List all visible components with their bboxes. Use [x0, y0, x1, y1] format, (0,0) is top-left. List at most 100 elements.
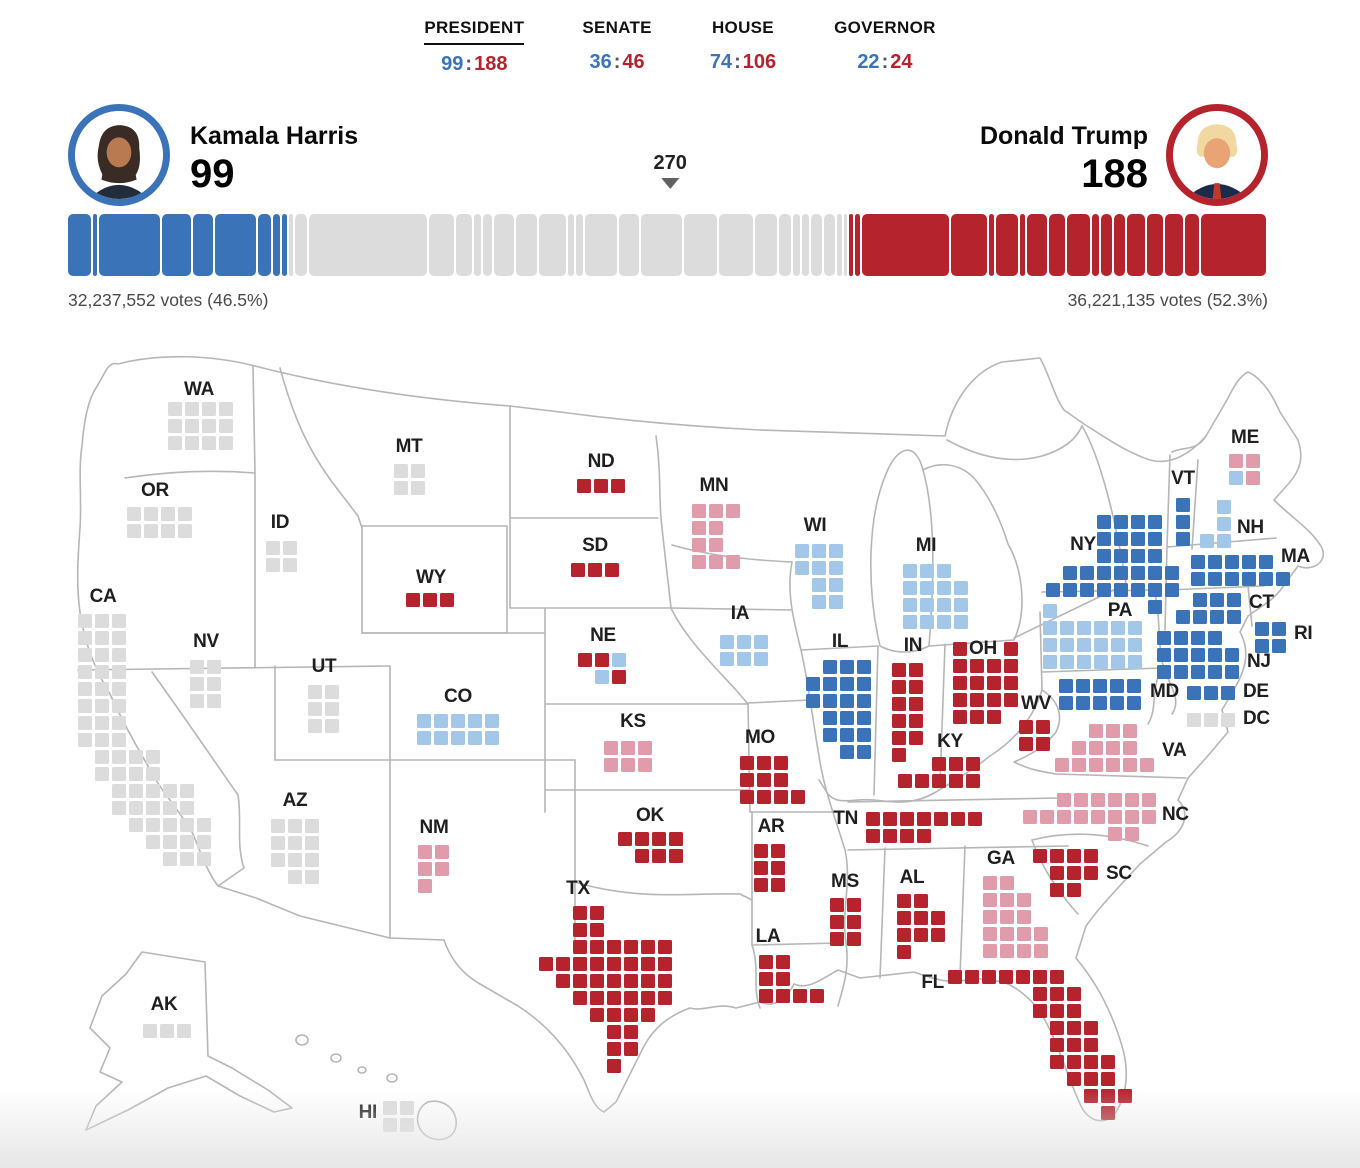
bar-segment-dem[interactable] [282, 214, 287, 276]
bar-segment-undecided[interactable] [844, 214, 847, 276]
ev-square-nc [1125, 793, 1139, 807]
ev-square-az [305, 836, 319, 850]
ev-square-fl [1050, 1038, 1064, 1052]
candidate-ev-harris: 99 [190, 152, 235, 196]
ev-square-tx [590, 957, 604, 971]
bar-segment-dem[interactable] [99, 214, 160, 276]
bar-segment-rep[interactable] [1165, 214, 1184, 276]
bar-segment-rep[interactable] [989, 214, 994, 276]
bar-segment-undecided[interactable] [456, 214, 472, 276]
ev-square-wi [812, 544, 826, 558]
ev-square-sc [1067, 883, 1081, 897]
bar-segment-rep[interactable] [1113, 214, 1126, 276]
bar-segment-undecided[interactable] [837, 214, 843, 276]
bar-segment-rep[interactable] [951, 214, 988, 276]
bar-segment-undecided[interactable] [641, 214, 682, 276]
ev-square-md [1059, 696, 1073, 710]
bar-segment-rep[interactable] [1147, 214, 1164, 276]
ev-square-nj [1174, 665, 1188, 679]
bar-segment-dem[interactable] [273, 214, 281, 276]
bar-segment-dem[interactable] [257, 214, 272, 276]
bar-segment-rep[interactable] [1091, 214, 1099, 276]
bar-segment-rep[interactable] [1020, 214, 1025, 276]
bar-segment-undecided[interactable] [576, 214, 584, 276]
bar-segment-undecided[interactable] [288, 214, 294, 276]
bar-segment-dem[interactable] [68, 214, 91, 276]
bar-segment-rep[interactable] [861, 214, 950, 276]
bar-segment-undecided[interactable] [824, 214, 836, 276]
bar-segment-undecided[interactable] [295, 214, 307, 276]
bar-segment-dem[interactable] [192, 214, 214, 276]
ev-square-pa [1094, 621, 1108, 635]
ev-square-nc [1142, 793, 1156, 807]
ev-square-in [892, 731, 906, 745]
ev-square-nc [1108, 810, 1122, 824]
bar-segment-undecided[interactable] [585, 214, 617, 276]
ev-square-ca [146, 784, 160, 798]
ev-square-mi [903, 615, 917, 629]
ev-square-ca [112, 767, 126, 781]
bar-segment-rep[interactable] [1100, 214, 1112, 276]
ev-square-ok [652, 832, 666, 846]
bar-segment-rep[interactable] [1067, 214, 1090, 276]
tab-president[interactable]: PRESIDENT 99:188 [424, 18, 525, 76]
bar-segment-undecided[interactable] [618, 214, 640, 276]
bar-segment-undecided[interactable] [482, 214, 492, 276]
state-label-nj: NJ [1247, 651, 1271, 672]
tab-governor[interactable]: GOVERNOR 22:24 [834, 18, 936, 76]
bar-segment-undecided[interactable] [719, 214, 753, 276]
state-label-tn: TN [833, 808, 858, 829]
bar-segment-undecided[interactable] [801, 214, 809, 276]
ev-square-nc [1057, 810, 1071, 824]
ev-square-wi [812, 561, 826, 575]
ev-square-ia [737, 635, 751, 649]
state-label-or: OR [141, 480, 169, 501]
ev-square-fl [1084, 1072, 1098, 1086]
bar-segment-rep[interactable] [1200, 214, 1266, 276]
ev-square-va [1140, 758, 1154, 772]
bar-segment-undecided[interactable] [493, 214, 515, 276]
bar-segment-undecided[interactable] [538, 214, 566, 276]
state-label-nv: NV [193, 631, 219, 652]
bar-segment-undecided[interactable] [792, 214, 800, 276]
bar-segment-rep[interactable] [1026, 214, 1048, 276]
ev-square-tx [573, 940, 587, 954]
bar-segment-rep[interactable] [848, 214, 854, 276]
bar-segment-undecided[interactable] [754, 214, 778, 276]
ev-square-ne [595, 670, 609, 684]
bar-segment-undecided[interactable] [429, 214, 455, 276]
ev-square-ar [771, 861, 785, 875]
tab-senate[interactable]: SENATE 36:46 [582, 18, 652, 76]
ev-square-nc [1108, 827, 1122, 841]
ev-square-ny [1097, 583, 1111, 597]
bar-segment-undecided[interactable] [779, 214, 791, 276]
bar-segment-undecided[interactable] [308, 214, 428, 276]
bar-segment-undecided[interactable] [567, 214, 575, 276]
bar-segment-undecided[interactable] [683, 214, 718, 276]
bar-segment-undecided[interactable] [473, 214, 481, 276]
ev-square-az [305, 819, 319, 833]
bar-segment-undecided[interactable] [810, 214, 822, 276]
ev-square-pa [1043, 638, 1057, 652]
bar-segment-undecided[interactable] [516, 214, 537, 276]
trump-avatar [1166, 104, 1268, 206]
bar-segment-rep[interactable] [1185, 214, 1199, 276]
ev-square-va [1106, 741, 1120, 755]
bar-segment-dem[interactable] [92, 214, 98, 276]
ev-square-ca [129, 767, 143, 781]
bar-segment-rep[interactable] [855, 214, 860, 276]
ev-square-il [857, 677, 871, 691]
ev-square-wa [185, 436, 199, 450]
ev-square-ct [1176, 610, 1190, 624]
ev-square-tx [590, 991, 604, 1005]
bar-segment-rep[interactable] [1049, 214, 1066, 276]
bar-segment-rep[interactable] [995, 214, 1019, 276]
bar-segment-dem[interactable] [161, 214, 191, 276]
bar-segment-dem[interactable] [215, 214, 256, 276]
ev-square-ga [1017, 944, 1031, 958]
bar-segment-rep[interactable] [1127, 214, 1146, 276]
tab-house[interactable]: HOUSE 74:106 [710, 18, 776, 76]
ev-square-in [909, 714, 923, 728]
ev-square-fl [1101, 1072, 1115, 1086]
ev-square-mi [954, 581, 968, 595]
